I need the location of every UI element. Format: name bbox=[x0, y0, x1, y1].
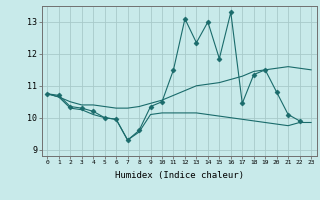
X-axis label: Humidex (Indice chaleur): Humidex (Indice chaleur) bbox=[115, 171, 244, 180]
